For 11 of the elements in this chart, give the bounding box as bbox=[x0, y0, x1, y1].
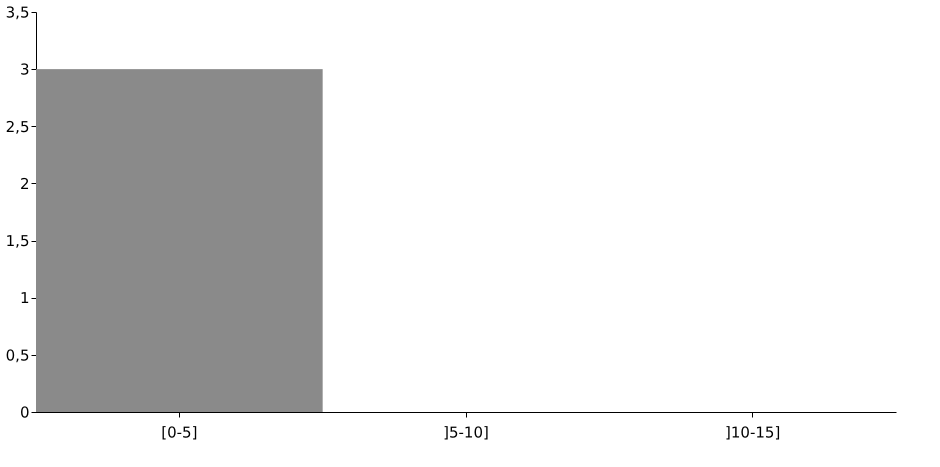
y-tick-label: 3,5 bbox=[6, 4, 30, 22]
y-tick-label: 0,5 bbox=[6, 346, 30, 364]
x-tick-label: ]5-10] bbox=[443, 424, 489, 442]
x-tick-label: ]10-15] bbox=[725, 424, 780, 442]
y-tick-label: 1 bbox=[20, 289, 30, 308]
x-tick-label: [0-5] bbox=[161, 424, 198, 442]
y-tick-label: 1,5 bbox=[6, 232, 30, 250]
y-tick-label: 2 bbox=[20, 174, 30, 193]
y-tick-label: 3 bbox=[20, 60, 30, 79]
y-tick-label: 0 bbox=[20, 404, 30, 422]
y-tick-label: 2,5 bbox=[6, 118, 30, 136]
